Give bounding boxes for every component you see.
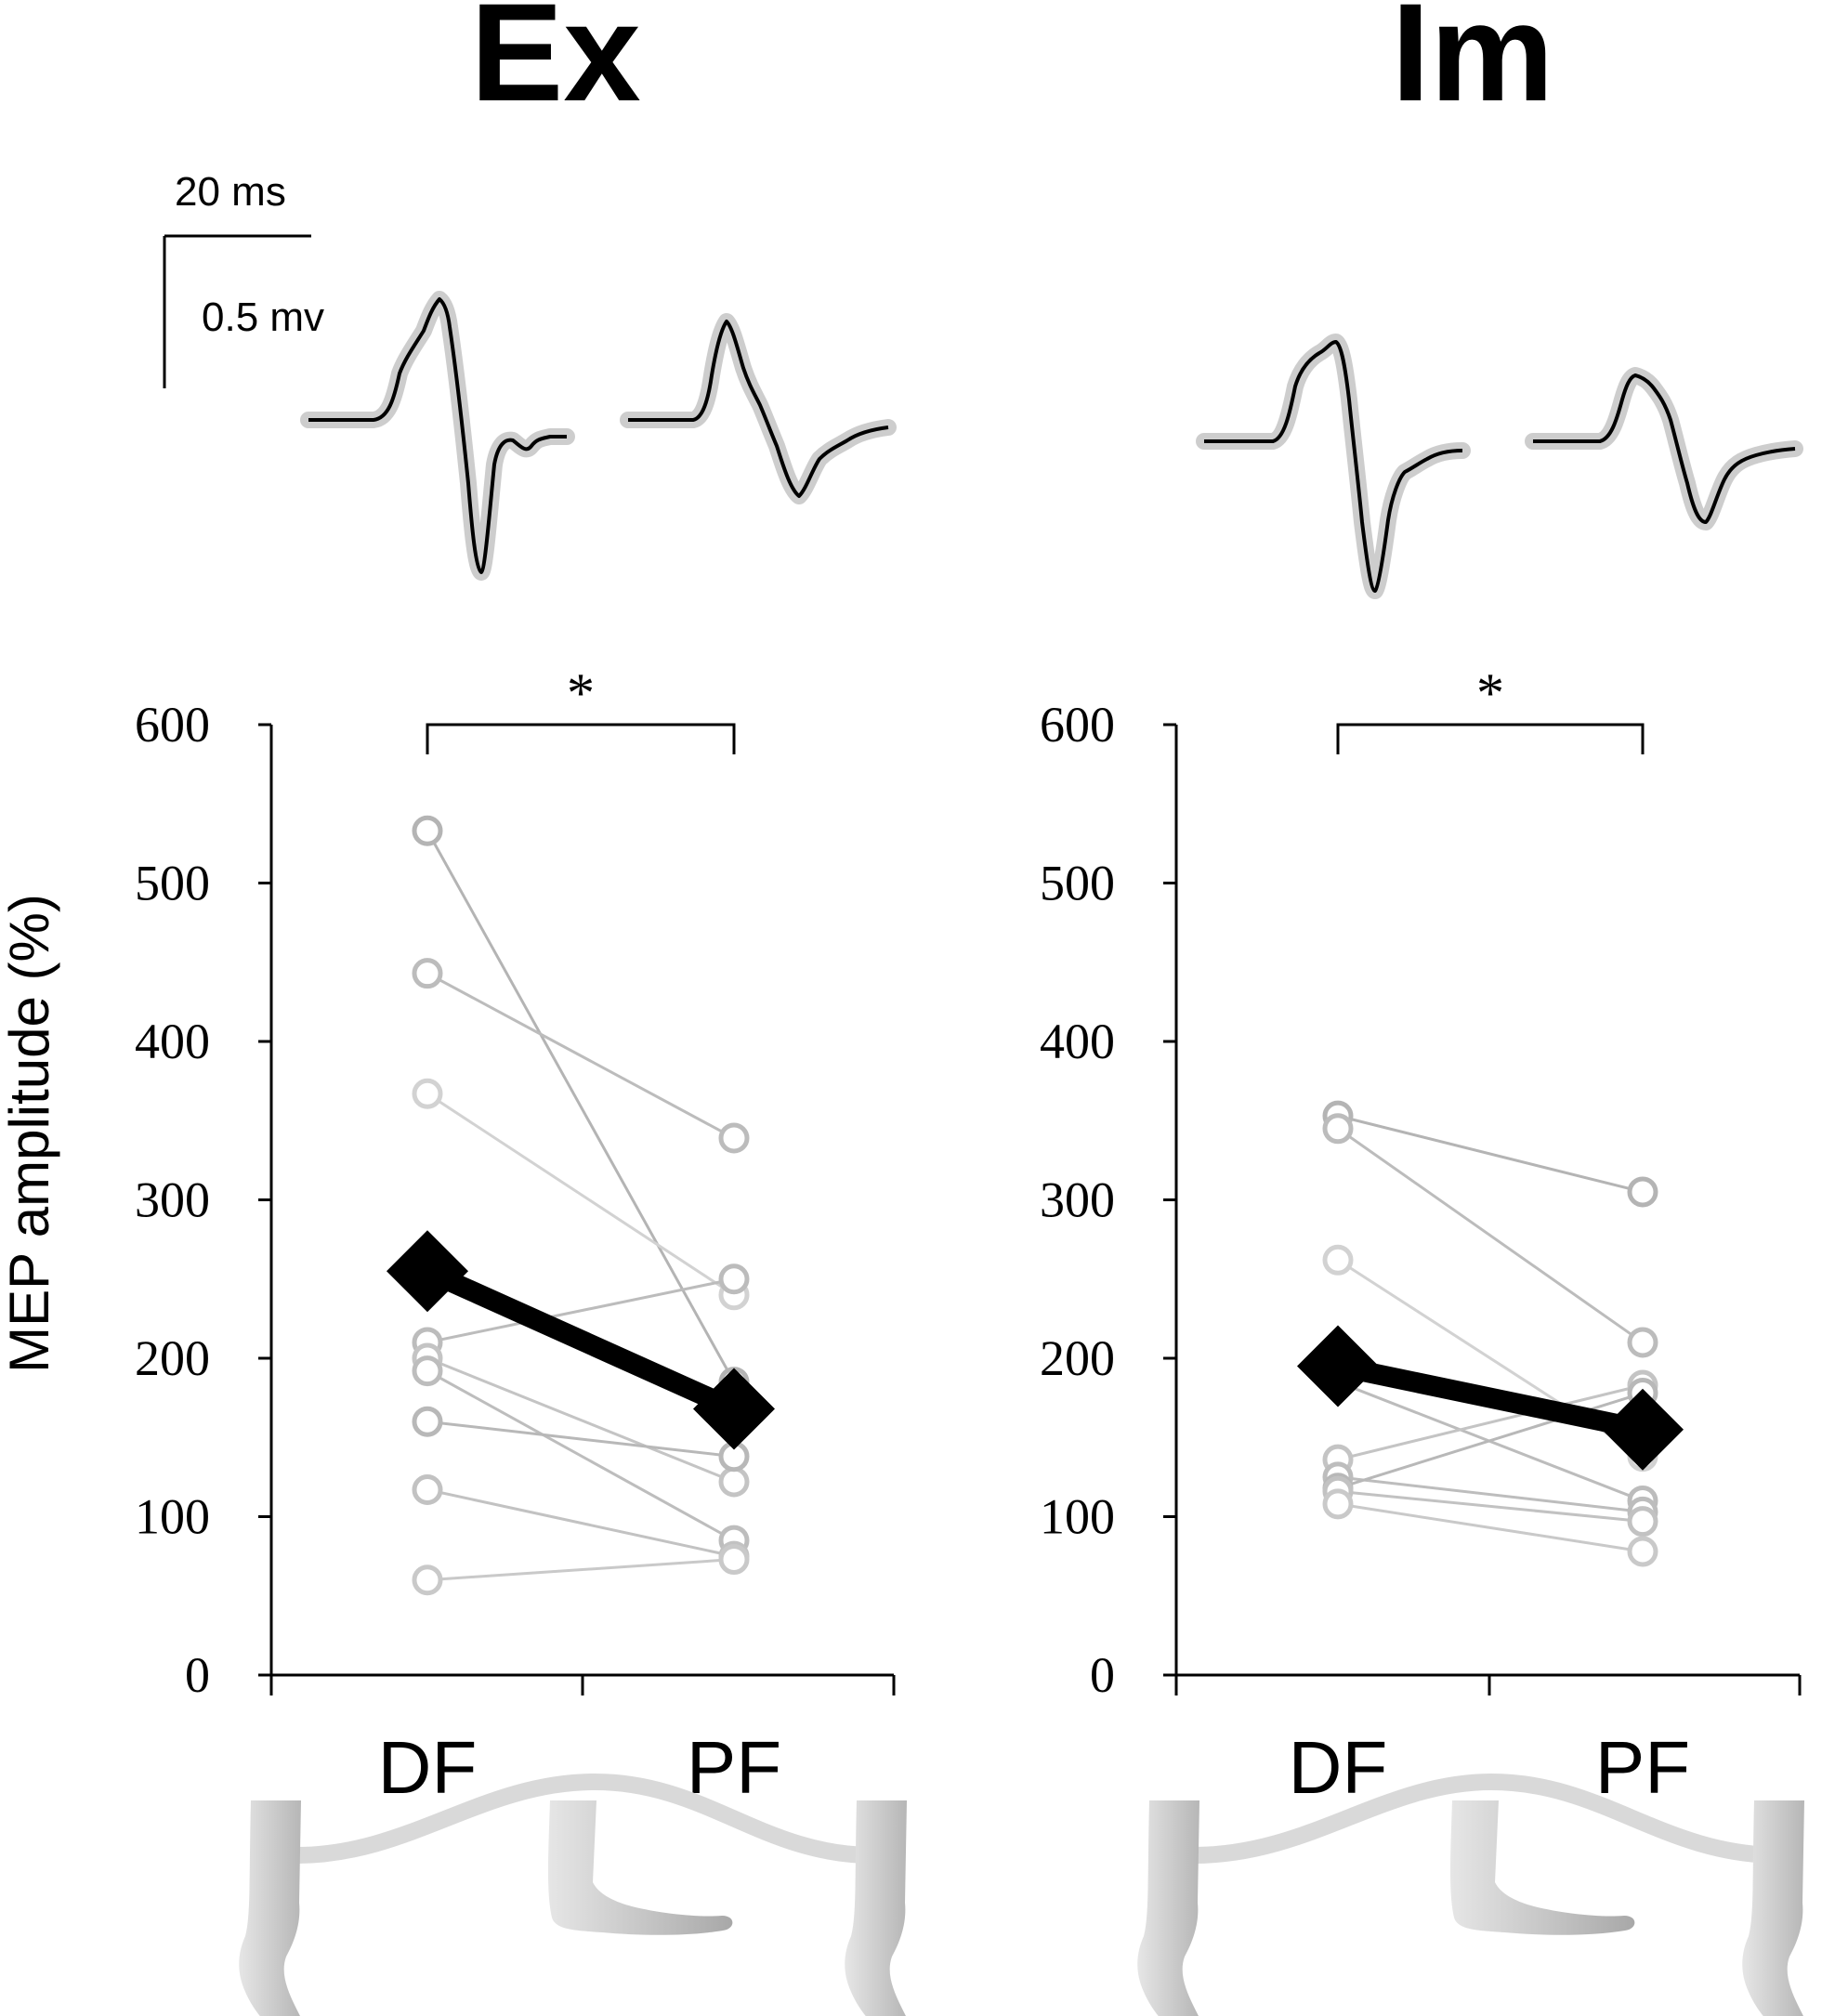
panel-im-mean-marker [1297, 1325, 1379, 1407]
panel-ex-y-tick-label: 600 [135, 697, 210, 753]
panel-ex-subject-series [412, 1474, 750, 1572]
foot-dorsiflexion-icon [239, 1800, 321, 2016]
panel-im-y-tick-label: 0 [1090, 1647, 1115, 1703]
panel-ex-y-tick-label: 500 [135, 856, 210, 911]
panel-ex-mean-marker [387, 1230, 468, 1313]
panel-ex-subject-line [426, 972, 735, 1140]
panel-ex-subject-series [412, 1544, 750, 1596]
panel-title-ex: Ex [470, 0, 640, 130]
panel-im-subject-series [1322, 1244, 1658, 1473]
panel-ex-subject-series [412, 1342, 750, 1498]
panel-ex-subject-line [426, 1356, 735, 1484]
panel-ex-mean-line [423, 1262, 739, 1419]
foot-dorsiflexion-icon [845, 1800, 926, 2016]
panel-ex-subject-series [412, 1078, 750, 1311]
panel-ex-mean-series [387, 1230, 775, 1450]
panel-ex-subject-line [426, 1277, 735, 1344]
foot-dorsiflexion-icon [1137, 1800, 1219, 2016]
foot-plantarflexion-icon [1450, 1800, 1635, 1935]
panel-ex-y-tick-label: 400 [135, 1014, 210, 1069]
panel-ex-subject-series [412, 958, 750, 1154]
panel-im-subject-series [1322, 1488, 1658, 1567]
panel-ex-subject-line [426, 1420, 735, 1459]
panel-im-y-tick-label: 500 [1040, 856, 1115, 911]
panel-im-subject-point [1627, 1176, 1658, 1208]
panel-im-y-tick-label: 300 [1040, 1172, 1115, 1228]
panel-im-subject-series [1322, 1113, 1658, 1358]
panel-ex-subject-point [718, 1122, 750, 1154]
panel-ex-category-label: PF [687, 1726, 781, 1809]
panel-im-subject-line [1337, 1127, 1644, 1344]
panel-im-y-tick-label: 200 [1040, 1330, 1115, 1386]
foot-plantarflexion-icon [548, 1800, 733, 1935]
scale-bar-time-label: 20 ms [175, 169, 286, 215]
scale-bar-amp-label: 0.5 mv [202, 295, 324, 340]
panel-ex-subject-line [426, 1488, 735, 1558]
panel-im-y-tick-label: 600 [1040, 697, 1115, 753]
y-axis-label: MEP amplitude (%) [0, 894, 60, 1373]
panel-im-subject-point [1322, 1244, 1354, 1276]
foot-dorsiflexion-icon [1742, 1800, 1824, 2016]
panel-ex-y-tick-label: 300 [135, 1172, 210, 1228]
panel-ex-mean-marker [693, 1368, 775, 1450]
panel-ex-y-tick-label: 0 [185, 1647, 210, 1703]
movement-wave-ex [289, 1773, 882, 1864]
panel-im-mean-marker [1602, 1388, 1684, 1471]
panel-ex-subject-point [412, 1564, 443, 1596]
panel-im-y-tick-label: 100 [1040, 1489, 1115, 1545]
panel-im-subject-point [1627, 1327, 1658, 1358]
panel-im-subject-line [1337, 1383, 1644, 1461]
panel-ex-y-tick-label: 200 [135, 1330, 210, 1386]
panel-im-mean-series [1297, 1325, 1684, 1471]
panel-im-mean-line [1335, 1355, 1645, 1440]
panel-ex-subject-line [426, 1558, 735, 1582]
panel-im-y-tick-label: 400 [1040, 1014, 1115, 1069]
panel-ex-subject-point [718, 1263, 750, 1295]
panel-ex-subject-point [718, 1544, 750, 1576]
panel-ex-subject-point [412, 1078, 443, 1109]
mep-trace-im-pf [1525, 367, 1803, 530]
panel-ex-subject-point [718, 1466, 750, 1498]
mep-trace-ex-pf [620, 313, 897, 504]
mep-trace-im-df [1196, 334, 1471, 599]
panel-im-subject-point [1627, 1506, 1658, 1538]
panel-ex-y-tick-label: 100 [135, 1489, 210, 1545]
panel-im-subject-line [1337, 1502, 1644, 1553]
panel-ex-subject-point [412, 815, 443, 846]
panel-im-significance-star: * [1476, 662, 1504, 724]
panel-ex-subject-point [412, 1474, 443, 1506]
panel-im-significance-bracket [1336, 723, 1645, 754]
panel-ex-significance-star: * [567, 662, 595, 724]
panel-ex-subject-line [426, 1369, 735, 1542]
panel-im-subject-point [1627, 1536, 1658, 1567]
panel-ex-subject-point [412, 1406, 443, 1437]
mep-trace-ex-df [300, 291, 575, 581]
panel-ex-subject-point [412, 1355, 443, 1387]
panel-im-subject-line [1337, 1114, 1644, 1194]
panel-im-subject-point [1322, 1488, 1354, 1520]
panel-im-category-label: DF [1289, 1726, 1388, 1809]
panel-ex-subject-point [412, 958, 443, 989]
panel-im-subject-line [1337, 1475, 1644, 1513]
panel-im-subject-line [1337, 1489, 1644, 1524]
panel-im-subject-point [1322, 1113, 1354, 1145]
scale-bar: 20 ms 0.5 mv [163, 169, 324, 388]
panel-im-category-label: PF [1595, 1726, 1690, 1809]
movement-wave-im [1186, 1773, 1788, 1864]
chart-im: 0 100 200 300 400 500 600 DF PF * [1040, 662, 1802, 1809]
chart-ex: 0 100 200 300 400 500 600 DF PF * [135, 662, 896, 1809]
panel-ex-subject-line [426, 1093, 735, 1297]
panel-ex-significance-bracket [426, 723, 736, 754]
panel-ex-category-label: DF [378, 1726, 478, 1809]
panel-ex-subject-series [412, 1406, 750, 1473]
panel-ex-subject-series [412, 815, 750, 1398]
panel-title-im: Im [1391, 0, 1553, 130]
